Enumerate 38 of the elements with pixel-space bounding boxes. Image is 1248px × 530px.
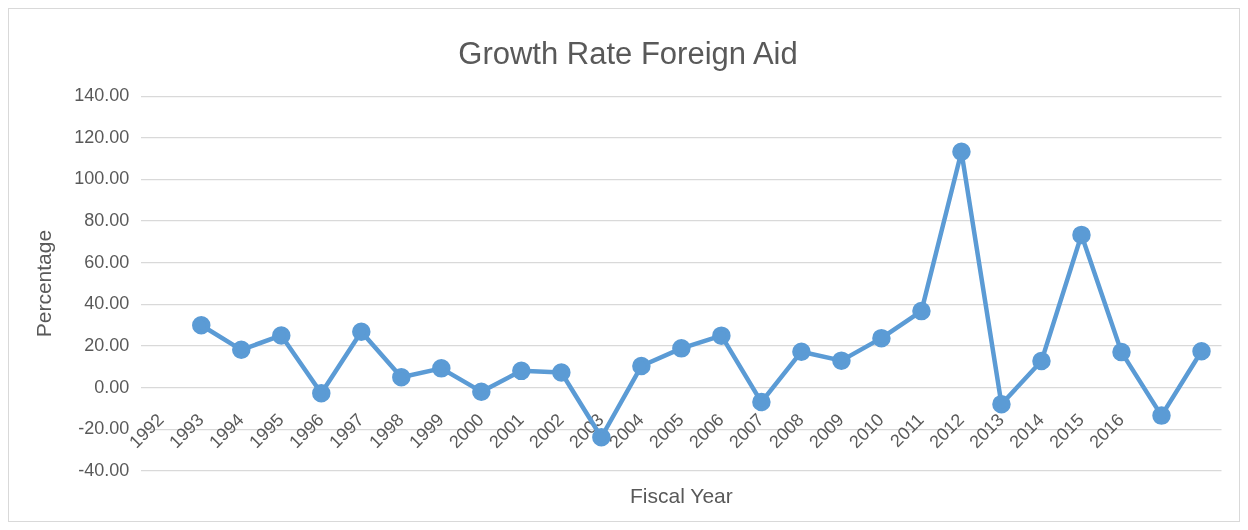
y-tick-label: 20.00 — [84, 335, 130, 356]
point — [472, 382, 491, 401]
point — [992, 394, 1011, 414]
y-axis-title: Percentage — [32, 229, 56, 338]
point — [512, 361, 531, 381]
point — [832, 351, 851, 370]
y-tick-label: -20.00 — [78, 418, 130, 439]
y-tick-label: 80.00 — [84, 210, 130, 231]
x-axis-title: Fiscal Year — [630, 483, 733, 507]
point — [552, 363, 571, 382]
point — [392, 368, 411, 387]
point — [672, 339, 691, 358]
point — [1072, 225, 1091, 245]
point — [752, 392, 771, 412]
point — [632, 356, 651, 376]
y-tick-label: 120.00 — [74, 126, 130, 147]
point — [1192, 342, 1211, 361]
point — [352, 322, 371, 341]
point — [432, 359, 451, 378]
point — [232, 340, 251, 360]
point — [792, 342, 811, 361]
y-tick-label: 140.00 — [74, 85, 130, 106]
y-tick-label: -40.00 — [78, 459, 130, 480]
y-tick-label: 0.00 — [94, 376, 130, 397]
y-tick-label: 60.00 — [84, 251, 130, 272]
point — [1032, 351, 1051, 371]
point — [1112, 342, 1131, 362]
point — [952, 142, 971, 162]
point — [912, 301, 931, 321]
point — [312, 384, 331, 403]
point — [1152, 406, 1171, 425]
y-tick-label: 40.00 — [84, 293, 130, 314]
point — [872, 328, 891, 348]
point — [272, 326, 291, 345]
y-tick-label: 100.00 — [74, 168, 130, 189]
chart-title: Growth Rate Foreign Aid — [458, 36, 798, 72]
point — [192, 315, 211, 335]
point — [712, 326, 731, 345]
